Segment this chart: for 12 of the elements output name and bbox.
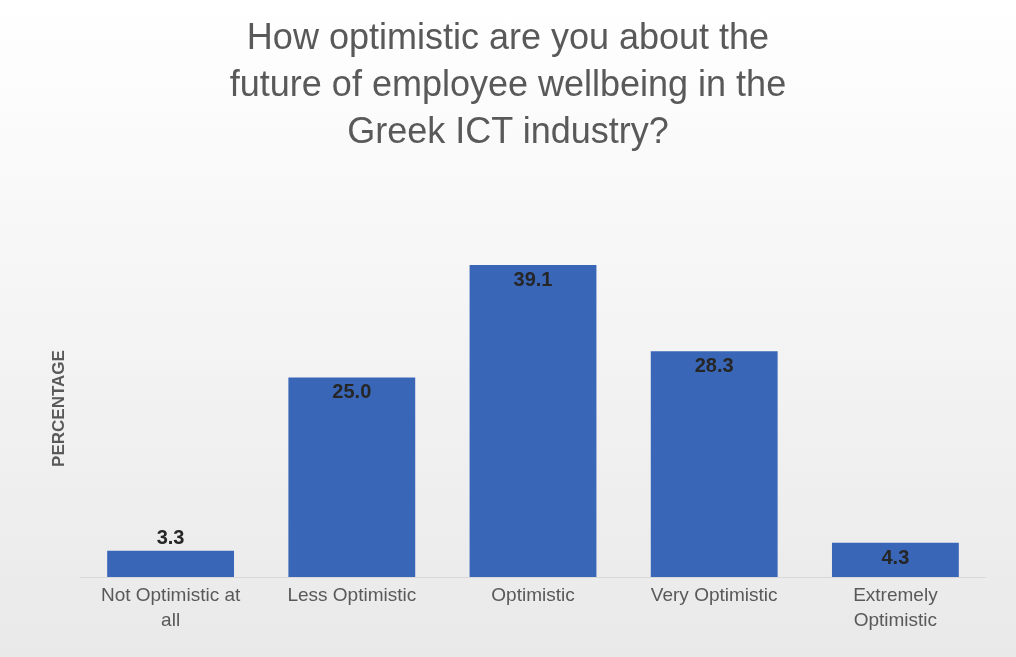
x-tick-label: Extremely Optimistic [853,583,939,630]
x-tick-label: Not Optimistic at all [100,583,241,630]
data-label: 4.3 [881,545,910,568]
x-tick-label: Less Optimistic [287,583,417,605]
x-tick-label: Optimistic [491,583,575,605]
data-label: 28.3 [694,354,734,377]
data-label: 39.1 [513,267,553,290]
data-label: 3.3 [156,525,185,548]
data-label: 25.0 [332,380,372,403]
chart-title: How optimistic are you about the future of employee wellbeing in the Greek ICT industry? [229,16,787,151]
x-tick-label: Very Optimistic [650,583,778,605]
y-axis-title: PERCENTAGE [48,350,68,467]
